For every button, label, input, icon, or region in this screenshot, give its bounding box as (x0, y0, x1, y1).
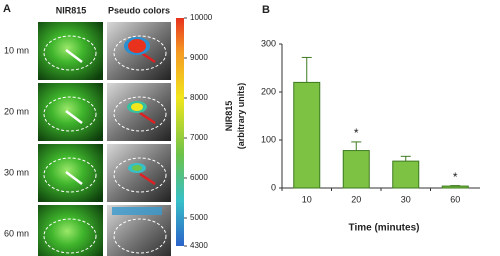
x-tick-label: 60 (450, 194, 460, 204)
nir-image (38, 144, 103, 202)
y-axis-label: NIR815 (arbitrary units) (224, 83, 246, 150)
colorbar-tick-label: 4300 (190, 241, 208, 250)
row-label: 20 mn (4, 106, 29, 116)
y-axis-label-line: NIR815 (224, 101, 234, 132)
nir-image (38, 22, 103, 80)
y-tick-label: 0 (271, 182, 276, 192)
panel-label: A (3, 3, 11, 15)
y-tick-label: 300 (261, 38, 276, 48)
organ-outline (43, 218, 97, 254)
row-label: 10 mn (4, 45, 29, 55)
organ-outline (113, 35, 167, 71)
colorbar (176, 18, 184, 246)
colorbar-tick-label: 10000 (190, 13, 213, 22)
organ-outline (43, 157, 97, 193)
organ-outline (43, 35, 97, 71)
colorbar-tick-label: 5000 (190, 213, 208, 222)
bar (342, 150, 370, 189)
signal-spot (112, 207, 162, 215)
y-tick-label: 100 (261, 134, 276, 144)
organ-outline (113, 157, 167, 193)
arrow (139, 172, 156, 186)
bar (392, 160, 420, 189)
colorbar-tick-label: 9000 (190, 53, 208, 62)
signal-spot (131, 103, 143, 111)
row-label: 30 mn (4, 167, 29, 177)
row-label: 60 mn (4, 228, 29, 238)
column-header: NIR815 (56, 5, 87, 15)
arrow (139, 111, 156, 125)
colorbar-tick-label: 8000 (190, 93, 208, 102)
signal-spot (128, 39, 146, 53)
bar (293, 81, 321, 189)
panel-label: B (262, 4, 270, 16)
organ-outline (113, 96, 167, 132)
arrow (65, 49, 83, 63)
significance-mark: * (453, 170, 458, 184)
bar (441, 185, 469, 189)
x-tick-label: 30 (401, 194, 411, 204)
nir-image (38, 83, 103, 141)
organ-outline (43, 96, 97, 132)
y-axis-label-line: (arbitrary units) (236, 83, 246, 150)
panel-a: A NIR815 Pseudo colors 10 mn 20 mn 30 mn 60… (3, 3, 213, 256)
organ-outline (113, 218, 167, 254)
nir-image (38, 205, 103, 256)
arrow (65, 110, 83, 124)
pseudo-image (107, 144, 171, 202)
colorbar-tick-label: 7000 (190, 133, 208, 142)
panel-b: B NIR815 (arbitrary units) Time (minutes)… (224, 4, 480, 234)
column-header: Pseudo colors (108, 5, 170, 15)
y-tick-label: 200 (261, 86, 276, 96)
colorbar-tick-label: 6000 (190, 173, 208, 182)
x-axis-label: Time (minutes) (349, 223, 420, 234)
x-tick-label: 20 (351, 194, 361, 204)
arrow (65, 171, 83, 185)
significance-mark: * (354, 126, 359, 140)
signal-spot (132, 165, 142, 171)
x-tick-label: 10 (302, 194, 312, 204)
